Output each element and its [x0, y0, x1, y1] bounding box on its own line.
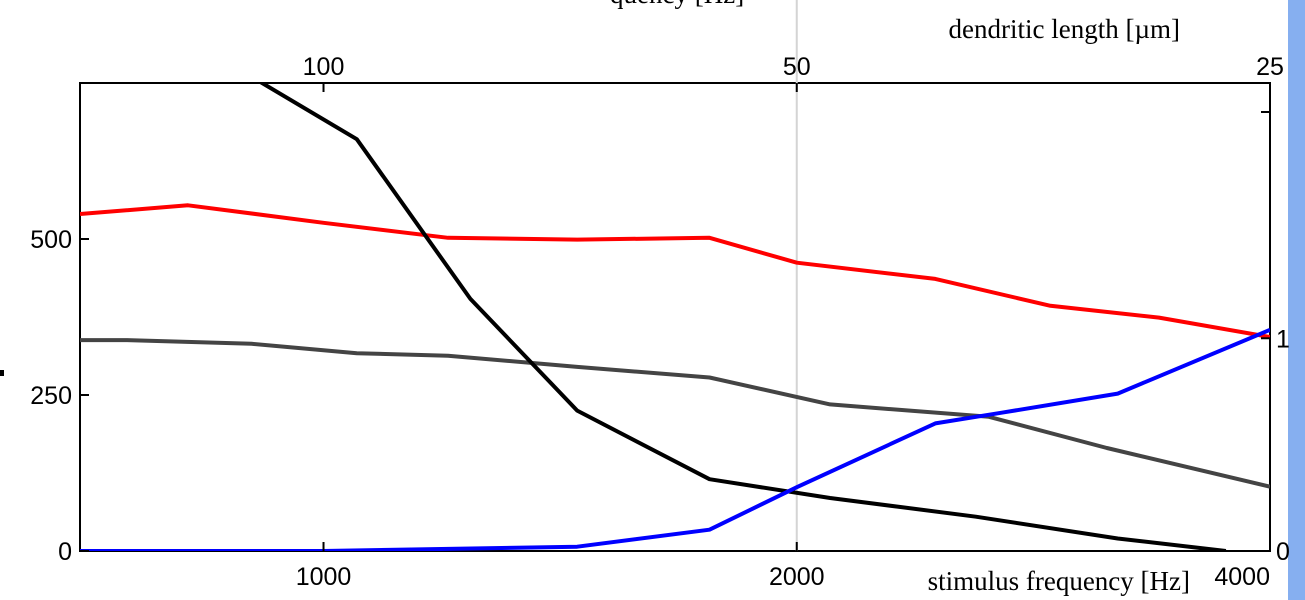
y-tick-label: 250: [30, 382, 72, 410]
x-tick-label: 2000: [769, 563, 825, 591]
series-layer: [80, 83, 1270, 551]
x-axis-title: stimulus frequency [Hz]: [928, 566, 1190, 596]
series-line-1: [80, 203, 1270, 339]
plot-area-border: [79, 82, 1271, 552]
x-tick-label: 1000: [296, 563, 352, 591]
top-tick-label: 25: [1256, 53, 1284, 81]
y2-tick-label: 1: [1276, 325, 1290, 353]
series-line-4: [80, 327, 1270, 551]
top-tick-label: 50: [783, 53, 811, 81]
series-line-3: [258, 83, 1227, 551]
y-axis-title-remnant: [0, 370, 4, 376]
plot-frame: [79, 82, 1271, 552]
x-tick-label: 4000: [1214, 563, 1270, 591]
y-tick-label: 500: [30, 226, 72, 254]
top-axis-title: dendritic length [µm]: [949, 14, 1181, 44]
top-axis-title-partial: quency [Hz]: [610, 0, 744, 9]
y2-tick-label: 0: [1276, 538, 1290, 566]
y-tick-label: 0: [58, 538, 72, 566]
right-accent-bar: [1288, 0, 1305, 600]
series-line-2: [80, 338, 1270, 489]
top-tick-label: 100: [303, 53, 345, 81]
